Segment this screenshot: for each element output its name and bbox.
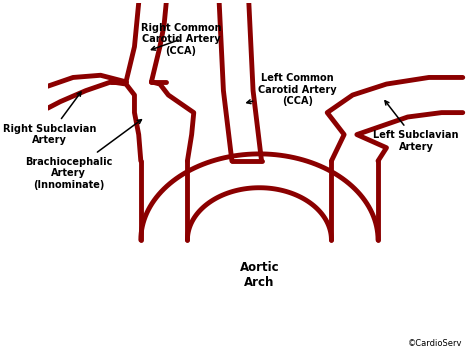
Text: ©CardioServ: ©CardioServ — [408, 339, 463, 348]
Text: Right Subclavian
Artery: Right Subclavian Artery — [3, 92, 96, 145]
Text: Brachiocephalic
Artery
(Innominate): Brachiocephalic Artery (Innominate) — [25, 120, 141, 190]
Text: Left Common
Carotid Artery
(CCA): Left Common Carotid Artery (CCA) — [247, 73, 337, 106]
Text: Left Subclavian
Artery: Left Subclavian Artery — [374, 101, 459, 152]
Text: Right Common
Carotid Artery
(CCA): Right Common Carotid Artery (CCA) — [141, 22, 221, 56]
Text: Aortic
Arch: Aortic Arch — [240, 261, 279, 289]
